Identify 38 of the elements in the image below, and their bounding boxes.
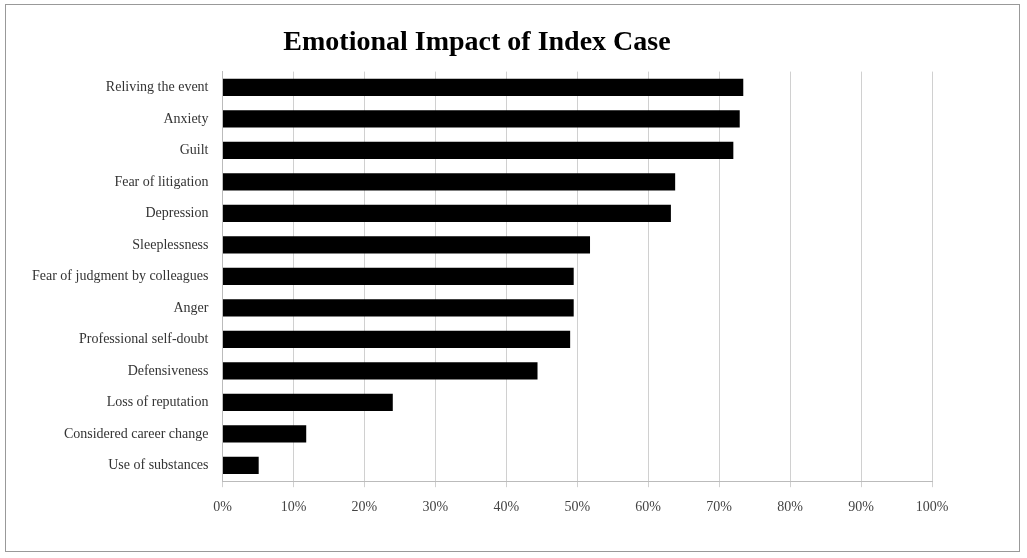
y-tick-label: Anxiety <box>163 110 209 126</box>
y-tick-label: Guilt <box>179 142 209 158</box>
y-tick-label: Fear of litigation <box>114 173 209 189</box>
bar <box>223 110 740 128</box>
x-tick-label: 50% <box>564 499 591 515</box>
x-tick-label: 60% <box>635 499 662 515</box>
y-tick-label: Anger <box>173 299 209 315</box>
chart-title: Emotional Impact of Index Case <box>283 25 671 57</box>
bar <box>223 267 574 286</box>
bar <box>223 425 307 443</box>
x-tick-label: 80% <box>777 499 804 515</box>
y-tick-label: Reliving the event <box>105 79 209 95</box>
bar <box>223 456 259 475</box>
bar <box>223 299 574 317</box>
bar <box>223 236 591 254</box>
y-tick-label: Considered career change <box>63 425 209 441</box>
x-tick-label: 20% <box>351 499 378 515</box>
x-tick-label: 40% <box>493 499 520 515</box>
bar <box>223 78 744 97</box>
x-tick-label: 0% <box>213 499 233 515</box>
y-tick-label: Professional self-doubt <box>79 331 209 347</box>
bar <box>223 204 671 223</box>
bar <box>223 393 393 412</box>
bar <box>223 330 571 349</box>
x-tick-label: 30% <box>422 499 449 515</box>
bar <box>223 141 734 160</box>
x-tick-label: 70% <box>706 499 733 515</box>
y-tick-label: Defensiveness <box>127 362 209 378</box>
y-tick-label: Fear of judgment by colleagues <box>31 268 209 284</box>
x-tick-label: 100% <box>915 499 949 515</box>
x-tick-label: 10% <box>280 499 307 515</box>
y-tick-label: Depression <box>145 205 209 221</box>
y-tick-label: Loss of reputation <box>106 394 209 410</box>
bar <box>223 173 676 191</box>
y-tick-label: Use of substances <box>108 457 209 473</box>
bar <box>223 362 538 380</box>
y-tick-label: Sleeplessness <box>132 236 209 252</box>
x-tick-label: 90% <box>848 499 875 515</box>
